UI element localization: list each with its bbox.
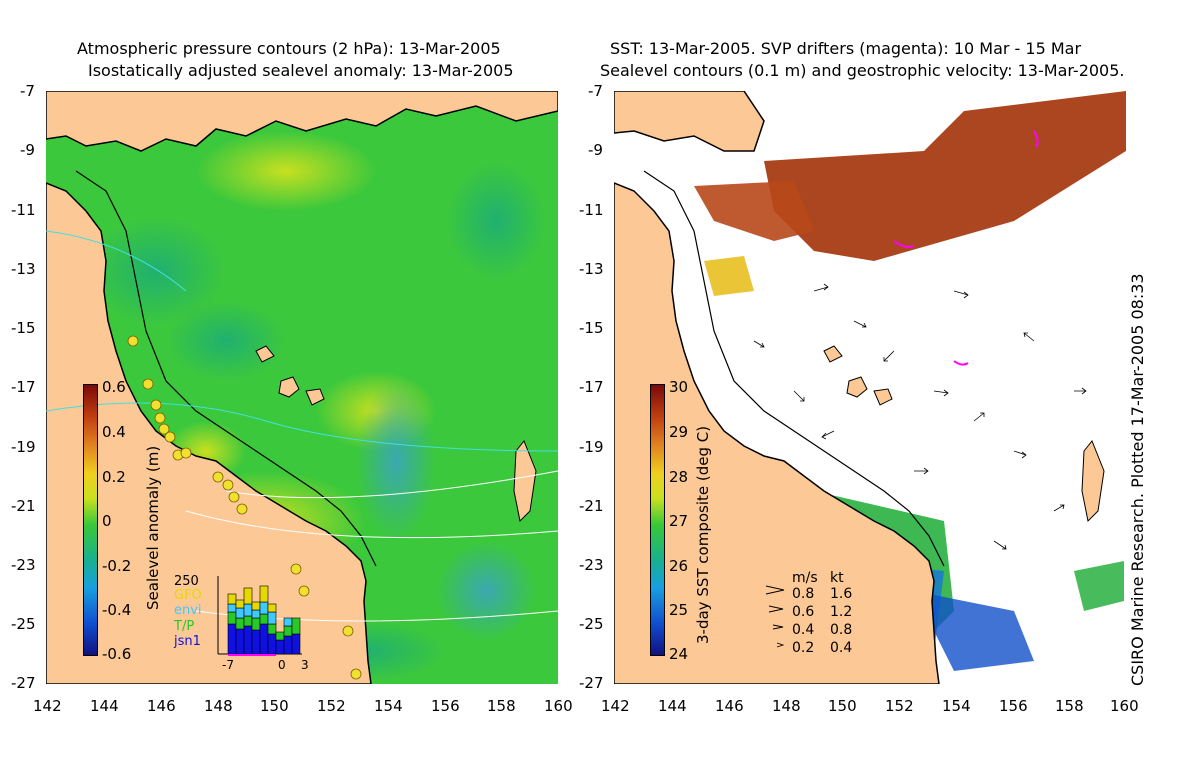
left-ytick-5: -17 — [11, 378, 36, 396]
velocity-row-2-ms: 0.4 — [792, 622, 815, 638]
left-ytick-10: -27 — [11, 674, 36, 692]
credit-label: CSIRO Marine Research. Plotted 17-Mar-20… — [1128, 273, 1147, 686]
right-ytick-9: -25 — [579, 615, 604, 633]
inset-legend-envi: envi — [174, 603, 202, 618]
velocity-row-2-kt: 0.8 — [830, 622, 853, 638]
right-xtick-3: 148 — [772, 697, 801, 715]
left-title-line2: Isostatically adjusted sealevel anomaly:… — [88, 61, 514, 80]
left-xtick-6: 154 — [374, 697, 403, 715]
left-xtick-4: 150 — [260, 697, 289, 715]
inset-xtick-1: 0 — [278, 658, 286, 672]
sst-tick-0: 30 — [669, 378, 689, 396]
right-ytick-10: -27 — [579, 674, 604, 692]
inset-count-label: 250 — [174, 574, 199, 589]
left-ytick-3: -13 — [11, 260, 36, 278]
sst-tick-3: 27 — [669, 512, 689, 530]
right-ytick-2: -11 — [579, 201, 604, 219]
right-xtick-5: 152 — [885, 697, 914, 715]
right-ytick-0: -7 — [588, 82, 603, 100]
left-ytick-4: -15 — [11, 319, 36, 337]
left-ytick-0: -7 — [20, 82, 35, 100]
left-ytick-1: -9 — [20, 141, 35, 159]
sealevel-anomaly-map — [46, 91, 558, 684]
inset-legend-jsn1: jsn1 — [174, 634, 201, 649]
sst-tick-4: 26 — [669, 557, 689, 575]
inset-legend-gfo: GFO — [174, 588, 202, 603]
right-xtick-4: 150 — [828, 697, 857, 715]
right-ytick-1: -9 — [588, 141, 603, 159]
velocity-row-1-kt: 1.2 — [830, 604, 853, 620]
left-title-line1: Atmospheric pressure contours (2 hPa): 1… — [77, 39, 501, 58]
right-xtick-1: 144 — [658, 697, 687, 715]
left-xtick-3: 148 — [204, 697, 233, 715]
left-xtick-1: 144 — [90, 697, 119, 715]
velocity-header-ms: m/s — [792, 570, 818, 586]
right-title-line1: SST: 13-Mar-2005. SVP drifters (magenta)… — [610, 39, 1082, 58]
sst-colorbar — [650, 384, 665, 656]
right-ytick-3: -13 — [579, 260, 604, 278]
left-xtick-9: 160 — [544, 697, 573, 715]
right-xtick-9: 160 — [1110, 697, 1139, 715]
altimeter-inset: 250 GFO envi T/P jsn1 -7 0 3 — [170, 574, 310, 674]
left-xtick-5: 152 — [317, 697, 346, 715]
right-xtick-8: 158 — [1055, 697, 1084, 715]
velocity-row-3-ms: 0.2 — [792, 640, 815, 656]
velocity-row-0-ms: 0.8 — [792, 586, 815, 602]
right-ytick-7: -21 — [579, 497, 604, 515]
left-xtick-8: 158 — [487, 697, 516, 715]
left-xtick-2: 146 — [147, 697, 176, 715]
sst-tick-6: 24 — [669, 645, 689, 663]
velocity-row-0-kt: 1.6 — [830, 586, 853, 602]
inset-histogram — [217, 576, 302, 656]
right-xtick-6: 154 — [942, 697, 971, 715]
right-ytick-6: -19 — [579, 438, 604, 456]
sealevel-tick-4: -0.2 — [102, 557, 132, 575]
right-title-line2: Sealevel contours (0.1 m) and geostrophi… — [600, 61, 1125, 80]
sealevel-tick-0: 0.6 — [102, 378, 126, 396]
inset-xtick-2: 3 — [301, 658, 309, 672]
left-xtick-7: 156 — [431, 697, 460, 715]
velocity-header-kt: kt — [830, 570, 844, 586]
left-ytick-8: -23 — [11, 556, 36, 574]
sst-tick-5: 25 — [669, 601, 689, 619]
inset-xtick-0: -7 — [222, 658, 234, 672]
left-ytick-2: -11 — [11, 201, 36, 219]
sst-map — [614, 91, 1126, 684]
velocity-legend: m/s kt 0.8 1.6 0.6 1.2 0.4 0.8 0.2 0.4 — [764, 570, 874, 660]
left-ytick-6: -19 — [11, 438, 36, 456]
velocity-row-3-kt: 0.4 — [830, 640, 853, 656]
left-ytick-7: -21 — [11, 497, 36, 515]
sealevel-tick-6: -0.6 — [102, 645, 132, 663]
right-xtick-7: 156 — [999, 697, 1028, 715]
sealevel-colorbar-label: Sealevel anomaly (m) — [144, 445, 162, 610]
right-ytick-8: -23 — [579, 556, 604, 574]
left-map-panel — [46, 91, 558, 684]
right-ytick-5: -17 — [579, 378, 604, 396]
left-xtick-0: 142 — [33, 697, 62, 715]
sealevel-tick-2: 0.2 — [102, 468, 126, 486]
sealevel-tick-5: -0.4 — [102, 601, 132, 619]
inset-legend-tp: T/P — [174, 619, 195, 634]
sealevel-colorbar — [83, 384, 98, 656]
sealevel-tick-3: 0 — [102, 512, 112, 530]
velocity-arrows-icon — [765, 585, 785, 648]
sst-tick-1: 29 — [669, 423, 689, 441]
right-ytick-4: -15 — [579, 319, 604, 337]
left-ytick-9: -25 — [11, 615, 36, 633]
sealevel-tick-1: 0.4 — [102, 423, 126, 441]
right-xtick-0: 142 — [601, 697, 630, 715]
velocity-row-1-ms: 0.6 — [792, 604, 815, 620]
right-xtick-2: 146 — [715, 697, 744, 715]
sst-tick-2: 28 — [669, 468, 689, 486]
sst-colorbar-label: 3-day SST composite (deg C) — [694, 425, 712, 644]
right-map-panel — [614, 91, 1126, 684]
